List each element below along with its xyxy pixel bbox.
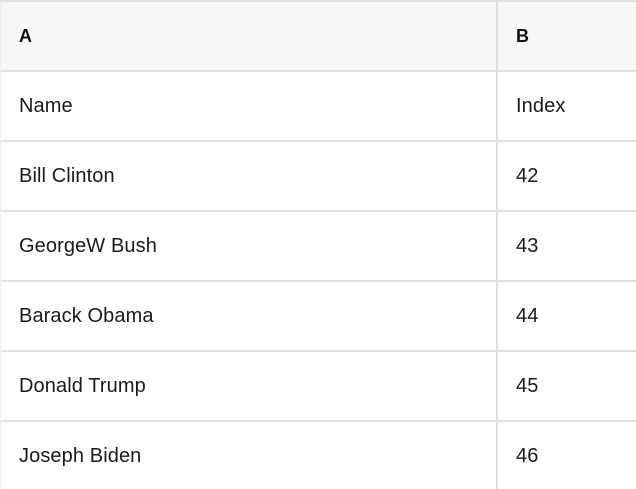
name-cell[interactable]: Barack Obama xyxy=(1,282,498,350)
column-header-row: A B xyxy=(1,2,636,72)
index-cell[interactable]: 43 xyxy=(516,234,539,257)
table-row: Name Index xyxy=(1,72,636,142)
index-cell[interactable]: 44 xyxy=(516,304,539,327)
table-row: GeorgeW Bush 43 xyxy=(1,212,636,282)
name-cell[interactable]: Name xyxy=(1,72,498,140)
name-cell[interactable]: Donald Trump xyxy=(1,352,498,420)
table-row: Bill Clinton 42 xyxy=(1,142,636,212)
column-header-b[interactable]: B xyxy=(516,25,530,46)
index-cell[interactable]: 42 xyxy=(516,164,539,187)
index-cell[interactable]: 45 xyxy=(516,374,539,397)
table-row: Donald Trump 45 xyxy=(1,352,636,422)
name-cell[interactable]: Bill Clinton xyxy=(1,142,498,210)
index-cell[interactable]: Index xyxy=(516,94,566,117)
index-cell[interactable]: 46 xyxy=(516,444,539,467)
table-row: Joseph Biden 46 xyxy=(1,422,636,489)
column-header-a[interactable]: A xyxy=(1,2,498,70)
table-row: Barack Obama 44 xyxy=(1,282,636,352)
name-cell[interactable]: GeorgeW Bush xyxy=(1,212,498,280)
name-cell[interactable]: Joseph Biden xyxy=(1,422,498,489)
